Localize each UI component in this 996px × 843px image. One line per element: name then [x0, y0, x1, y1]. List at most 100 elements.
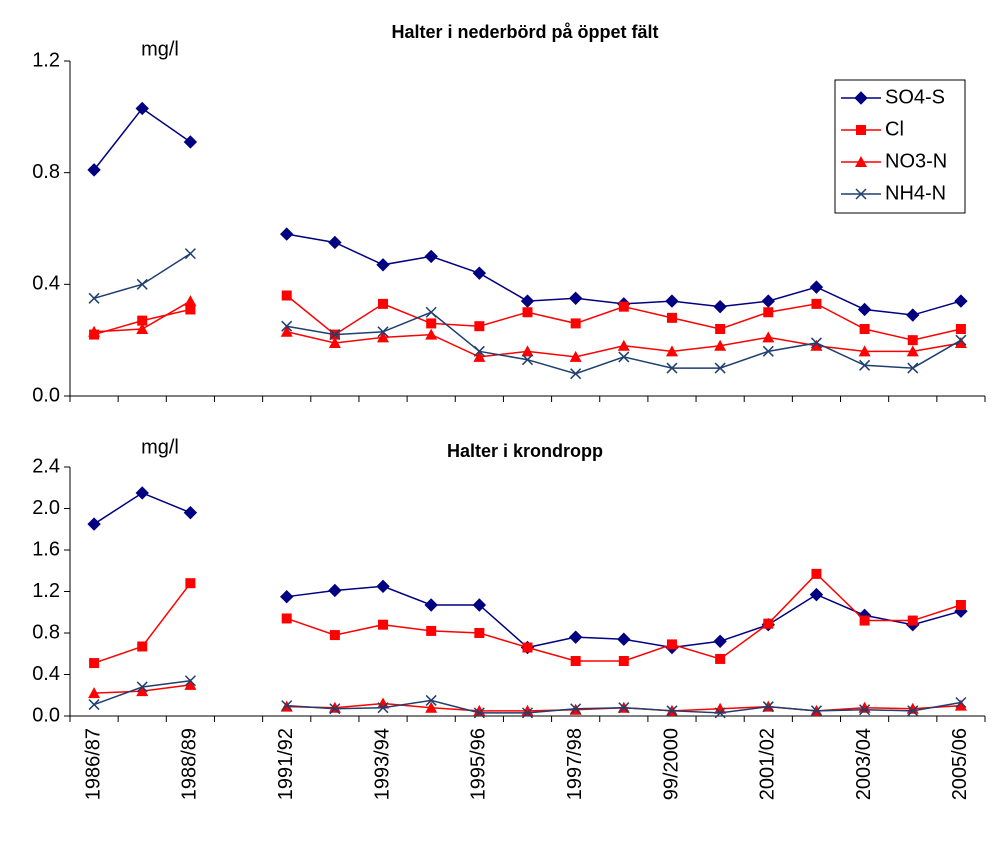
x-tick-label: 1988/89: [179, 728, 201, 800]
marker: [521, 707, 534, 719]
marker: [87, 163, 101, 177]
marker: [665, 345, 678, 357]
x-tick-label: 2005/06: [949, 728, 971, 800]
marker: [618, 301, 629, 312]
marker: [378, 298, 389, 309]
marker: [472, 266, 487, 280]
y-tick-label: 0.0: [32, 704, 60, 726]
marker: [184, 675, 196, 687]
marker: [329, 630, 340, 641]
x-tick-label: 99/2000: [660, 728, 682, 800]
marker: [858, 345, 871, 357]
marker: [856, 125, 866, 135]
marker: [472, 598, 487, 612]
x-tick-label: 1986/87: [82, 728, 104, 800]
marker: [955, 599, 966, 610]
marker: [329, 329, 341, 341]
marker: [666, 639, 677, 650]
marker: [763, 307, 774, 318]
marker: [714, 339, 727, 351]
marker: [135, 486, 149, 500]
marker: [136, 278, 148, 290]
marker: [183, 135, 198, 149]
marker: [666, 705, 678, 717]
legend-label: SO4-S: [885, 86, 945, 108]
marker: [907, 335, 918, 346]
marker: [88, 325, 101, 337]
marker: [763, 618, 774, 629]
marker: [809, 587, 824, 602]
marker: [281, 613, 292, 624]
marker: [521, 354, 534, 366]
marker: [328, 336, 341, 348]
marker: [618, 351, 630, 363]
marker: [570, 703, 582, 715]
legend: [834, 79, 966, 214]
marker: [378, 619, 389, 630]
marker: [569, 350, 582, 362]
marker: [377, 331, 390, 343]
marker: [570, 318, 581, 329]
marker: [137, 315, 148, 326]
marker: [855, 156, 867, 167]
marker: [88, 699, 100, 711]
marker: [811, 298, 822, 309]
marker: [280, 325, 293, 337]
marker: [88, 687, 101, 699]
marker: [89, 658, 100, 669]
legend-label: Cl: [885, 118, 904, 140]
marker: [88, 292, 100, 304]
marker: [570, 368, 582, 380]
marker: [424, 249, 438, 264]
marker: [328, 235, 342, 250]
y-tick-label: 1.2: [32, 49, 60, 71]
marker: [810, 705, 822, 717]
y-unit: mg/l: [141, 436, 179, 458]
marker: [666, 312, 677, 323]
series-line: [93, 107, 962, 316]
marker: [955, 324, 966, 334]
marker: [136, 323, 149, 334]
marker: [376, 579, 390, 594]
marker: [665, 294, 679, 308]
y-tick-label: 0.8: [32, 161, 60, 183]
marker: [855, 188, 867, 200]
marker: [473, 707, 485, 719]
x-tick-label: 1997/98: [564, 728, 586, 800]
marker: [522, 307, 533, 318]
marker: [618, 702, 630, 714]
x-tick-label: 1995/96: [468, 728, 490, 800]
y-tick-label: 2.0: [32, 497, 60, 519]
y-tick-label: 2.4: [32, 455, 60, 477]
x-tick-label: 2001/02: [757, 728, 779, 800]
marker: [859, 359, 871, 371]
y-tick-label: 0.4: [32, 663, 60, 685]
marker: [521, 345, 534, 357]
marker: [568, 630, 583, 644]
marker: [425, 328, 438, 340]
marker: [811, 568, 822, 579]
marker: [907, 615, 918, 626]
y-tick-label: 1.6: [32, 538, 60, 560]
marker: [715, 653, 726, 664]
marker: [136, 681, 148, 693]
y-tick-label: 0.8: [32, 621, 60, 643]
marker: [281, 700, 293, 712]
marker: [906, 308, 920, 322]
marker: [184, 678, 197, 690]
marker: [810, 339, 823, 351]
y-tick-label: 1.2: [32, 580, 60, 602]
marker: [474, 321, 485, 332]
marker: [906, 345, 919, 357]
marker: [87, 517, 101, 531]
marker: [954, 336, 967, 348]
marker: [328, 583, 342, 598]
marker: [376, 258, 390, 272]
marker: [857, 302, 872, 317]
marker: [714, 702, 727, 714]
marker: [281, 320, 293, 332]
marker: [617, 339, 630, 351]
marker: [377, 326, 389, 338]
y-unit: mg/l: [141, 38, 179, 60]
marker: [474, 628, 485, 638]
